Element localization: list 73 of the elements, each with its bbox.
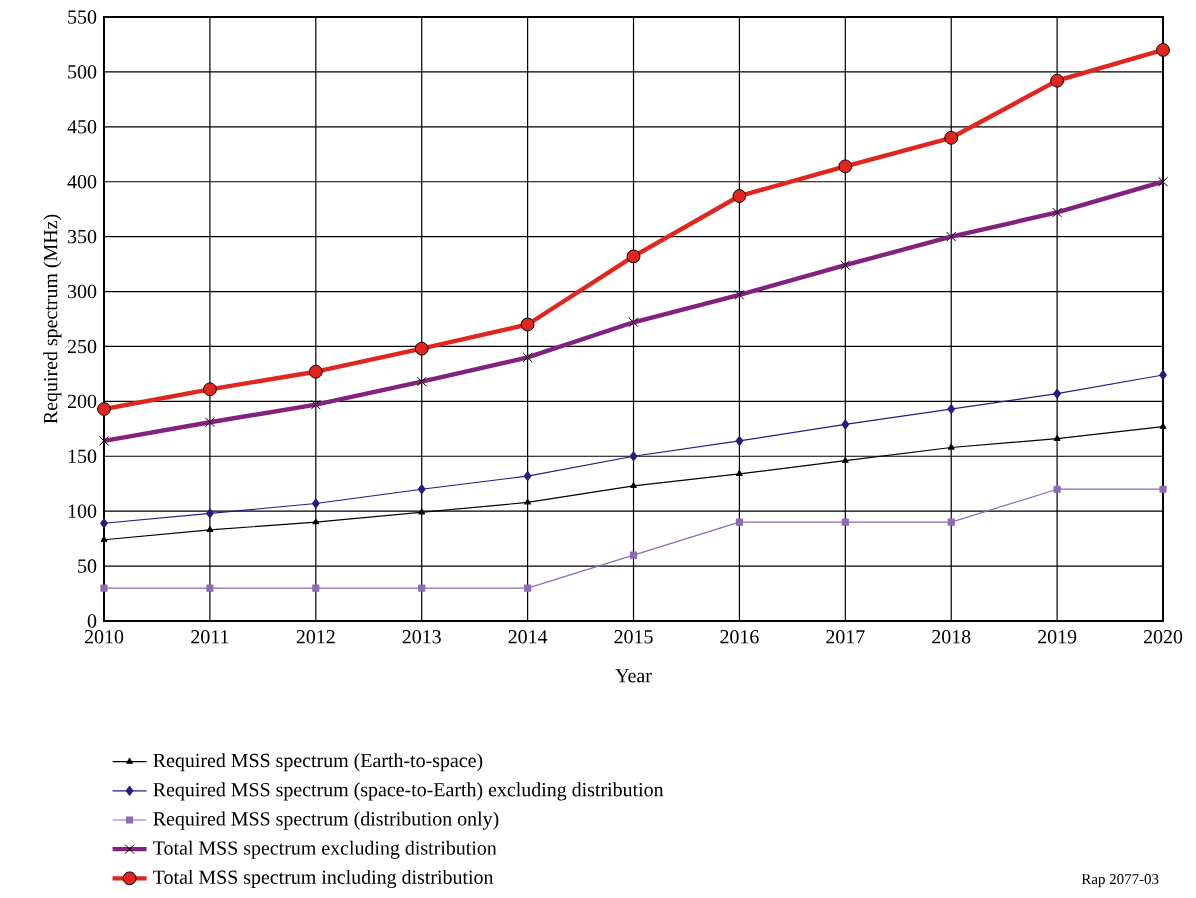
- x-tick-label: 2016: [720, 630, 759, 644]
- text: Rap 2077-03: [1081, 874, 1159, 888]
- x-tick-label: 2019: [1038, 630, 1077, 644]
- point: [524, 584, 532, 592]
- y-tick-label: 350: [68, 229, 97, 244]
- point: [735, 518, 744, 526]
- point: [418, 508, 426, 515]
- y-tick-label: 100: [68, 504, 97, 518]
- x-tick-label: 2012: [296, 630, 335, 644]
- y-tick-label: 0: [87, 614, 97, 628]
- y-tick-label: 50: [78, 559, 97, 573]
- point: [841, 456, 849, 463]
- legend-label: Required MSS spectrum (space-to-Earth) excluding distribution: [153, 782, 664, 801]
- y-tick-label: 550: [68, 10, 97, 24]
- point: [1156, 43, 1170, 57]
- point: [1053, 485, 1061, 493]
- point: [735, 435, 744, 446]
- x-tick-label: 2020: [1143, 630, 1183, 644]
- point: [100, 518, 108, 529]
- point: [206, 584, 214, 592]
- y-tick-label: 200: [67, 394, 97, 409]
- x-tick-label: 2015: [614, 630, 653, 644]
- point: [308, 364, 323, 379]
- point: [100, 584, 108, 592]
- point: [838, 159, 853, 174]
- legend-label: Required MSS spectrum (Earth-to-space): [153, 753, 483, 772]
- point: [312, 518, 320, 525]
- point: [732, 189, 747, 203]
- point: [203, 382, 217, 397]
- x-axis-title: Year: [615, 669, 652, 683]
- y-axis-title: Required spectrum (MHz): [43, 214, 62, 424]
- point: [97, 402, 111, 416]
- point: [947, 518, 955, 526]
- x-tick-label: 2018: [932, 630, 971, 644]
- y-tick-label: 300: [68, 284, 97, 299]
- point: [944, 130, 959, 145]
- point: [630, 482, 637, 489]
- point: [312, 584, 320, 592]
- point: [414, 341, 429, 356]
- legend-label: Required MSS spectrum (distribution only): [153, 811, 499, 830]
- point: [841, 518, 849, 526]
- y-tick-label: 500: [68, 65, 97, 79]
- point: [947, 404, 956, 415]
- x-tick-label: 2017: [826, 630, 865, 644]
- point: [736, 470, 743, 477]
- point: [1050, 73, 1064, 88]
- point: [1053, 434, 1061, 441]
- point: [947, 443, 955, 450]
- point: [524, 498, 531, 505]
- point: [1053, 388, 1062, 399]
- x-tick-label: 2011: [191, 630, 229, 644]
- legend-label: Total MSS spectrum including distribution: [153, 869, 494, 889]
- point: [629, 451, 638, 462]
- point: [206, 508, 214, 519]
- y-tick-label: 150: [68, 449, 97, 463]
- y-tick-label: 250: [67, 339, 97, 354]
- point: [626, 249, 641, 264]
- point: [206, 526, 214, 533]
- legend-label: Total MSS spectrum excluding distribution: [153, 840, 497, 859]
- point: [1159, 485, 1167, 493]
- y-tick-label: 450: [67, 120, 97, 134]
- point: [523, 471, 532, 482]
- x-tick-label: 2010: [84, 630, 124, 644]
- point: [841, 419, 850, 430]
- point: [417, 484, 426, 495]
- point: [418, 584, 426, 592]
- point: [520, 317, 535, 332]
- point: [629, 551, 638, 559]
- point: [311, 498, 320, 509]
- x-tick-label: 2013: [402, 630, 441, 644]
- point: [1159, 370, 1167, 380]
- y-tick-label: 400: [67, 175, 97, 189]
- x-tick-label: 2014: [508, 630, 548, 644]
